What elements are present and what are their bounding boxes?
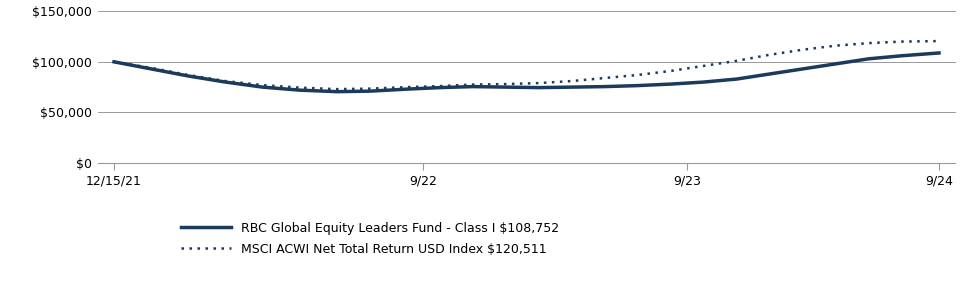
Legend: RBC Global Equity Leaders Fund - Class I $108,752, MSCI ACWI Net Total Return US: RBC Global Equity Leaders Fund - Class I… (181, 222, 559, 256)
